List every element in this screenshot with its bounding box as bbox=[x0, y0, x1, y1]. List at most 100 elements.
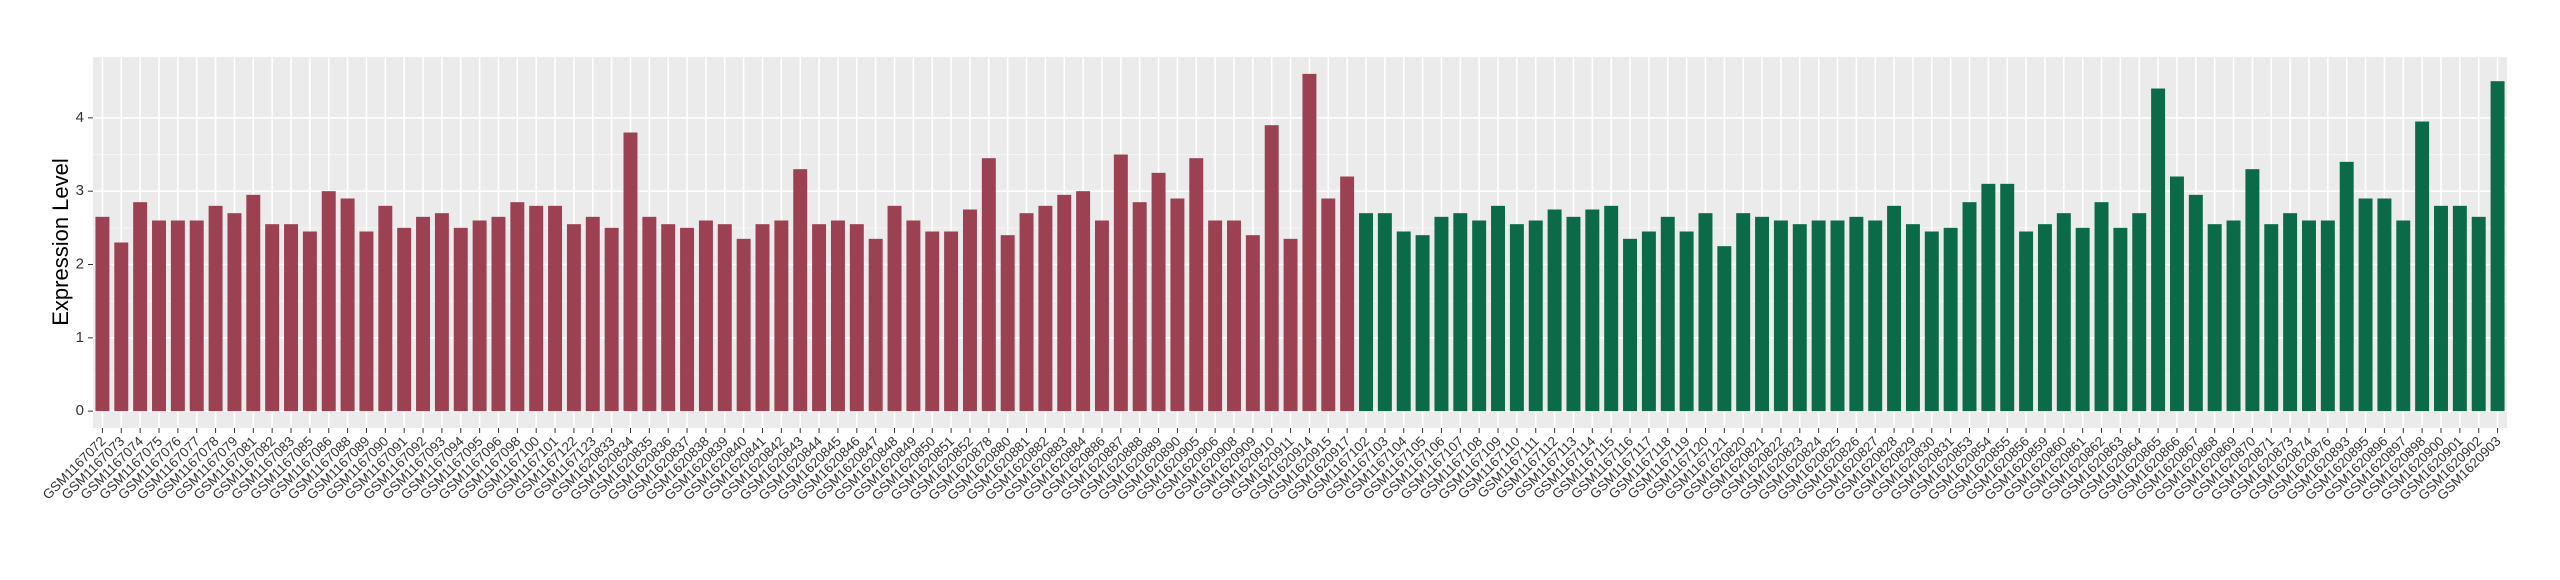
bar bbox=[812, 224, 827, 412]
y-tick-label: 2 bbox=[76, 255, 84, 272]
bar bbox=[1132, 202, 1147, 412]
bar bbox=[95, 216, 110, 412]
bar bbox=[868, 238, 883, 412]
bar bbox=[604, 227, 619, 412]
bar bbox=[1377, 213, 1392, 412]
bar bbox=[981, 158, 996, 412]
bar bbox=[1887, 205, 1902, 412]
bar bbox=[1943, 227, 1958, 412]
bar bbox=[1641, 231, 1656, 412]
bar bbox=[321, 191, 336, 412]
bar bbox=[1396, 231, 1411, 412]
bar bbox=[1585, 209, 1600, 412]
bar bbox=[1453, 213, 1468, 412]
bar bbox=[1792, 224, 1807, 412]
bar bbox=[1698, 213, 1713, 412]
bar bbox=[793, 169, 808, 412]
bar bbox=[1151, 172, 1166, 412]
bar bbox=[642, 216, 657, 412]
bar bbox=[1113, 154, 1128, 412]
bar bbox=[1227, 220, 1241, 412]
bar bbox=[755, 224, 770, 412]
bar bbox=[340, 198, 355, 412]
bar bbox=[962, 209, 977, 412]
bar bbox=[2037, 224, 2052, 412]
bar bbox=[2056, 213, 2071, 412]
bar bbox=[680, 227, 695, 412]
bar bbox=[1962, 202, 1977, 412]
bar bbox=[698, 220, 713, 412]
bar bbox=[2226, 220, 2241, 412]
bar bbox=[2169, 176, 2184, 412]
bar bbox=[2264, 224, 2279, 412]
bar bbox=[1679, 231, 1694, 412]
bar bbox=[208, 205, 223, 412]
bar bbox=[1076, 191, 1091, 412]
bar bbox=[2132, 213, 2147, 412]
bar bbox=[1547, 209, 1562, 412]
bar bbox=[491, 216, 506, 412]
bar bbox=[849, 224, 864, 412]
bar bbox=[1019, 213, 1034, 412]
bar bbox=[2339, 161, 2354, 412]
bar bbox=[2188, 194, 2203, 412]
bar bbox=[378, 205, 393, 412]
bar bbox=[925, 231, 940, 412]
bar bbox=[1472, 220, 1487, 412]
bar bbox=[1415, 235, 1430, 412]
bar bbox=[1623, 238, 1638, 412]
bar bbox=[1491, 205, 1506, 412]
bar bbox=[2471, 216, 2486, 412]
bar bbox=[170, 220, 185, 412]
bar bbox=[2151, 88, 2166, 412]
bar bbox=[1321, 198, 1336, 412]
bar bbox=[1170, 198, 1185, 412]
bar bbox=[1924, 231, 1939, 412]
bar bbox=[1755, 216, 1770, 412]
y-axis-title: Expression Level bbox=[48, 158, 73, 326]
bar bbox=[1283, 238, 1298, 412]
bar bbox=[548, 205, 563, 412]
bar bbox=[1566, 216, 1581, 412]
bar bbox=[434, 213, 449, 412]
bar bbox=[623, 132, 638, 412]
bar bbox=[1736, 213, 1751, 412]
bar bbox=[1359, 213, 1373, 412]
bar bbox=[2490, 81, 2505, 412]
y-tick-label: 3 bbox=[76, 182, 84, 199]
bar bbox=[1849, 216, 1864, 412]
y-tick-label: 0 bbox=[76, 402, 84, 419]
bar bbox=[1509, 224, 1524, 412]
bar bbox=[661, 224, 676, 412]
bar bbox=[397, 227, 412, 412]
bar bbox=[2075, 227, 2090, 412]
bar bbox=[2245, 169, 2260, 412]
bar bbox=[2207, 224, 2222, 412]
bar bbox=[2019, 231, 2034, 412]
bar bbox=[1000, 235, 1015, 412]
bar bbox=[1773, 220, 1788, 412]
bar bbox=[227, 213, 242, 412]
bar bbox=[1057, 194, 1072, 412]
bar bbox=[133, 202, 148, 412]
bar bbox=[1868, 220, 1883, 412]
bar bbox=[585, 216, 600, 412]
bar bbox=[246, 194, 261, 412]
bar bbox=[359, 231, 374, 412]
bar bbox=[416, 216, 431, 412]
bar bbox=[2377, 198, 2392, 412]
bar bbox=[830, 220, 845, 412]
bar bbox=[189, 220, 204, 412]
bar bbox=[1830, 220, 1845, 412]
bar bbox=[453, 227, 468, 412]
bar bbox=[2358, 198, 2373, 412]
bar bbox=[284, 224, 299, 412]
bar bbox=[906, 220, 921, 412]
bar bbox=[1811, 220, 1826, 412]
bar bbox=[944, 231, 959, 412]
bar bbox=[1434, 216, 1449, 412]
bar bbox=[152, 220, 166, 412]
bar bbox=[2113, 227, 2128, 412]
